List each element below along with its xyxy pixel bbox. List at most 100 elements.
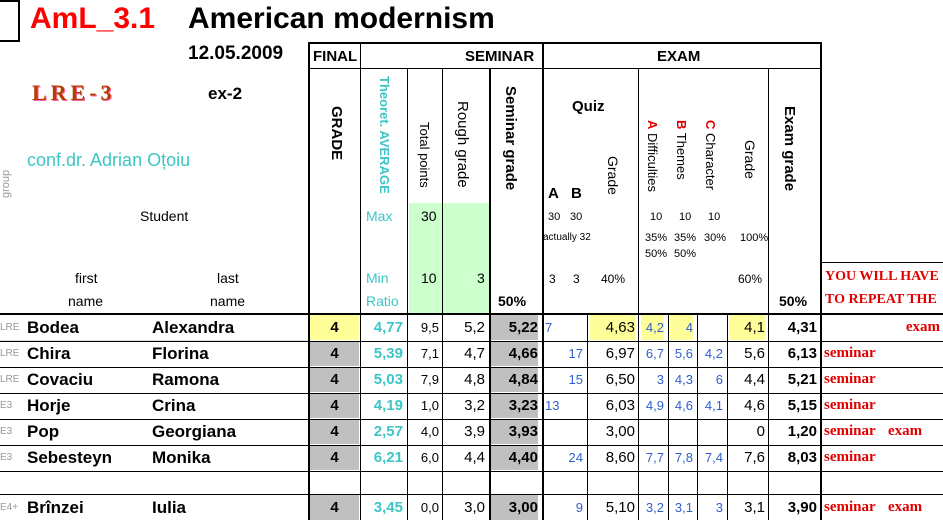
cell-qb[interactable]: 17 (568, 346, 583, 361)
cell-diff[interactable]: 3 (656, 372, 664, 387)
cell-char[interactable]: 3 (715, 500, 723, 515)
cell-egrade[interactable]: 7,6 (744, 449, 765, 466)
cell-qb[interactable]: 9 (575, 500, 583, 515)
cell-group[interactable]: E4+ (0, 502, 19, 513)
cell-r1[interactable]: seminar (824, 397, 876, 413)
cell-first[interactable]: Horje (27, 396, 71, 415)
cell-rough[interactable]: 5,2 (464, 319, 485, 336)
cell-r1[interactable]: seminar (824, 499, 876, 515)
cell-first[interactable]: Sebesteyn (27, 448, 113, 467)
cell-char[interactable] (699, 315, 723, 340)
cell-group[interactable]: E3 (0, 400, 13, 411)
cell-qb[interactable]: 15 (568, 372, 583, 387)
cell-egrade[interactable]: 3,1 (744, 499, 765, 516)
cell-sem[interactable]: 3,23 (491, 393, 538, 418)
cell-qa[interactable] (545, 495, 565, 520)
cell-rough[interactable]: 3,9 (464, 423, 485, 440)
cell-last[interactable]: Iulia (152, 498, 187, 517)
cell-qb[interactable] (565, 419, 583, 444)
cell-r2[interactable] (888, 393, 940, 418)
cell-grade[interactable]: 4 (310, 315, 359, 340)
cell-qa[interactable] (545, 341, 565, 366)
cell-sem[interactable]: 4,40 (491, 445, 538, 470)
cell-grade[interactable]: 4 (310, 367, 359, 392)
cell-qgrade[interactable]: 6,03 (605, 397, 635, 414)
cell-avg[interactable]: 5,39 (373, 345, 403, 362)
cell-avg[interactable]: 2,57 (373, 423, 403, 440)
cell-themes[interactable]: 4 (670, 315, 693, 340)
cell-r1[interactable]: seminar (824, 449, 876, 465)
cell-rough[interactable]: 3,2 (464, 397, 485, 414)
cell-r2[interactable] (888, 445, 940, 470)
cell-r2[interactable]: exam (905, 319, 940, 335)
cell-qa[interactable] (545, 367, 565, 392)
cell-themes[interactable]: 5,6 (674, 346, 693, 361)
cell-total[interactable]: 4,0 (420, 424, 439, 439)
cell-rough[interactable]: 4,4 (464, 449, 485, 466)
cell-diff[interactable]: 4,9 (645, 398, 664, 413)
cell-themes[interactable] (670, 419, 693, 444)
cell-sem[interactable]: 3,00 (491, 495, 538, 520)
cell-themes[interactable]: 4,6 (674, 398, 693, 413)
cell-qgrade[interactable]: 3,00 (605, 423, 635, 440)
cell-qgrade[interactable]: 8,60 (605, 449, 635, 466)
cell-sem[interactable]: 3,93 (491, 419, 538, 444)
cell-total[interactable]: 7,9 (420, 372, 439, 387)
cell-grade[interactable]: 4 (310, 495, 359, 520)
cell-egrade[interactable]: 4,1 (729, 315, 765, 340)
cell-qb[interactable]: 24 (568, 450, 583, 465)
cell-r2[interactable] (888, 341, 940, 366)
cell-first[interactable]: Covaciu (27, 370, 94, 389)
cell-group[interactable]: LRE (0, 348, 20, 359)
cell-char[interactable]: 4,2 (704, 346, 723, 361)
cell-last[interactable]: Crina (152, 396, 196, 415)
cell-avg[interactable]: 3,45 (373, 499, 403, 516)
cell-r1[interactable]: seminar (824, 423, 876, 439)
cell-char[interactable]: 6 (715, 372, 723, 387)
cell-total[interactable]: 0,0 (420, 500, 439, 515)
cell-qa[interactable] (545, 419, 565, 444)
cell-r2[interactable] (888, 367, 940, 392)
cell-rough[interactable]: 4,8 (464, 371, 485, 388)
cell-qgrade[interactable]: 6,97 (605, 345, 635, 362)
cell-diff[interactable] (641, 419, 664, 444)
cell-rough[interactable]: 4,7 (464, 345, 485, 362)
cell-first[interactable]: Brînzei (27, 498, 84, 517)
cell-exam[interactable]: 6,13 (787, 345, 817, 362)
cell-avg[interactable]: 4,19 (373, 397, 403, 414)
cell-qb[interactable] (565, 315, 583, 340)
cell-last[interactable]: Alexandra (152, 318, 235, 337)
cell-qa[interactable] (545, 445, 565, 470)
cell-last[interactable]: Florina (152, 344, 209, 363)
cell-sem[interactable]: 5,22 (491, 315, 538, 340)
cell-exam[interactable]: 3,90 (787, 499, 817, 516)
cell-qa[interactable]: 7 (545, 320, 553, 335)
cell-grade[interactable]: 4 (310, 393, 359, 418)
cell-grade[interactable]: 4 (310, 419, 359, 444)
cell-total[interactable]: 7,1 (420, 346, 439, 361)
cell-r1[interactable]: seminar (824, 371, 876, 387)
cell-egrade[interactable]: 0 (756, 423, 765, 440)
cell-last[interactable]: Ramona (152, 370, 220, 389)
cell-themes[interactable]: 4,3 (674, 372, 693, 387)
cell-last[interactable]: Georgiana (152, 422, 237, 441)
cell-group[interactable]: E3 (0, 452, 13, 463)
cell-grade[interactable]: 4 (310, 445, 359, 470)
cell-egrade[interactable]: 4,4 (744, 371, 765, 388)
cell-exam[interactable]: 5,15 (787, 397, 817, 414)
cell-themes[interactable]: 3,1 (674, 500, 693, 515)
cell-group[interactable]: E3 (0, 426, 13, 437)
cell-themes[interactable]: 7,8 (674, 450, 693, 465)
cell-diff[interactable]: 7,7 (645, 450, 664, 465)
cell-first[interactable]: Chira (27, 344, 71, 363)
cell-r2[interactable]: exam (888, 423, 923, 439)
cell-qb[interactable] (565, 393, 583, 418)
cell-egrade[interactable]: 5,6 (744, 345, 765, 362)
cell-avg[interactable]: 5,03 (373, 371, 403, 388)
cell-qgrade[interactable]: 6,50 (605, 371, 635, 388)
cell-r2[interactable]: exam (888, 499, 923, 515)
cell-qa[interactable]: 13 (545, 398, 560, 413)
cell-qgrade[interactable]: 4,63 (590, 315, 635, 340)
cell-char[interactable]: 7,4 (704, 450, 723, 465)
cell-first[interactable]: Pop (27, 422, 60, 441)
